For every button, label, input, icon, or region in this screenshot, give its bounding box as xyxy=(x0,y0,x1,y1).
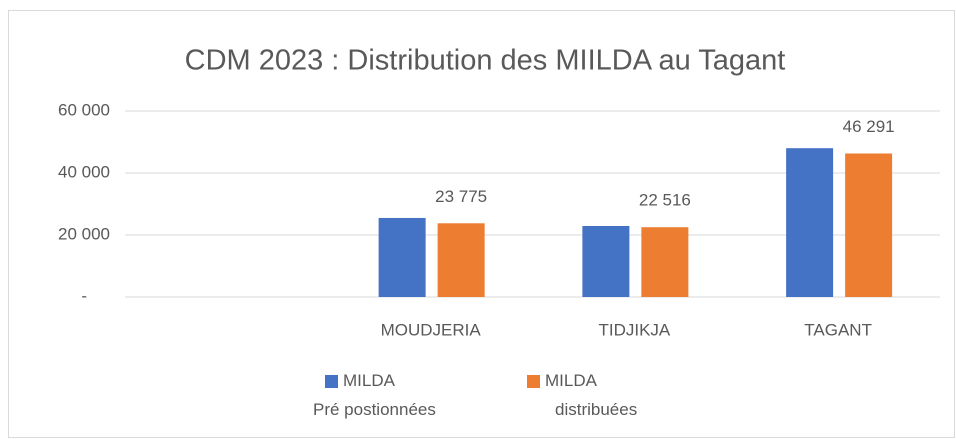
y-tick-label: - xyxy=(81,286,87,305)
bar xyxy=(582,226,630,297)
data-label: 46 291 xyxy=(843,117,895,136)
y-tick-label: 20 000 xyxy=(58,224,110,243)
chart-title: CDM 2023 : Distribution des MIILDA au Ta… xyxy=(185,45,786,77)
y-tick-label: 60 000 xyxy=(58,100,110,119)
x-tick-label: TAGANT xyxy=(804,320,872,339)
legend-label: MILDA Pré postionnées xyxy=(313,371,436,419)
bar xyxy=(378,217,426,297)
x-tick-label: MOUDJERIA xyxy=(381,320,482,339)
y-tick-label: 40 000 xyxy=(58,162,110,181)
bar xyxy=(845,153,893,297)
data-label: 23 775 xyxy=(435,187,487,206)
bar xyxy=(437,223,485,297)
legend-swatch xyxy=(325,375,338,388)
bar xyxy=(786,148,834,297)
x-tick-label: TIDJIKJA xyxy=(598,320,670,339)
legend-swatch xyxy=(527,375,540,388)
bar xyxy=(641,227,689,297)
data-label: 22 516 xyxy=(639,191,691,210)
legend-label: MILDA distribuées xyxy=(545,371,637,419)
